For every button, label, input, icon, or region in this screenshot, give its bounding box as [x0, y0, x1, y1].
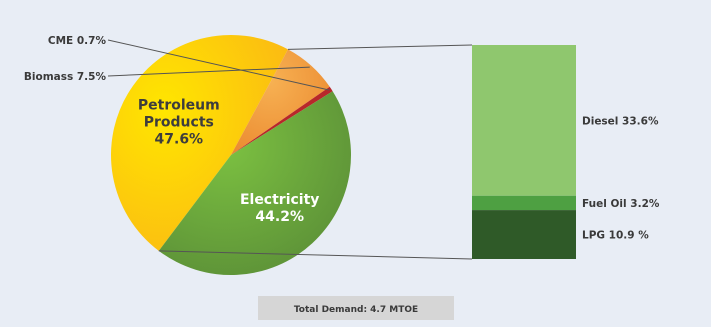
pie-chart — [111, 34, 351, 276]
pie-slice-electricity — [158, 91, 351, 276]
bar-label-lpg: LPG 10.9 % — [582, 230, 649, 242]
leader-line-cme — [107, 39, 330, 91]
bar-label-fuel-oil: Fuel Oil 3.2% — [582, 198, 660, 210]
leader-lines — [107, 39, 473, 260]
slice-label-biomass: Biomass 7.5% — [24, 71, 107, 83]
slice-label-electricity: Electricity 44.2% — [240, 192, 319, 225]
pie-slice-biomass — [231, 49, 330, 155]
bar-segment-diesel — [472, 45, 576, 196]
connector-line-bottom — [158, 250, 473, 260]
total-demand-box: Total Demand: 4.7 MTOE — [258, 296, 454, 320]
breakdown-labels: Diesel 33.6% Fuel Oil 3.2% LPG 10.9 % — [582, 115, 660, 241]
total-demand-label: Total Demand: 4.7 MTOE — [294, 305, 418, 315]
bar-segment-fuel-oil — [472, 195, 576, 211]
leader-line-biomass — [107, 66, 310, 77]
slice-label-cme: CME 0.7% — [48, 35, 107, 47]
slice-labels: Electricity 44.2% Petroleum Products 47.6% CM… — [24, 35, 320, 225]
slice-label-petroleum-products: Petroleum Products 47.6% — [138, 98, 220, 148]
breakdown-bar — [472, 45, 576, 259]
bar-segment-lpg — [472, 210, 576, 259]
bar-label-diesel: Diesel 33.6% — [582, 115, 659, 127]
pie-slice-petroleum-products — [111, 34, 289, 251]
connector-line-top — [287, 44, 473, 50]
pie-slice-cme — [231, 86, 333, 155]
